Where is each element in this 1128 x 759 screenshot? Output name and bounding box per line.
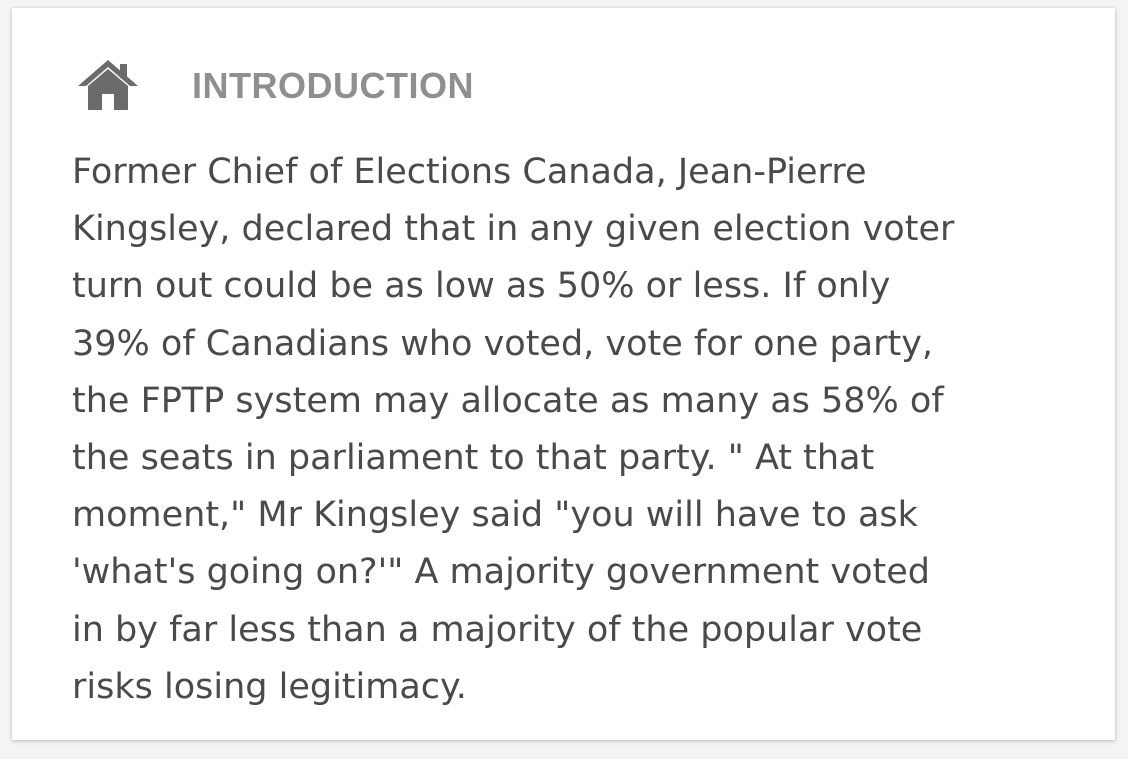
paragraph-line: 39% of Canadians who voted, vote for one… — [72, 323, 934, 364]
paragraph-line: turn out could be as low as 50% or less.… — [72, 266, 891, 307]
paragraph-line: moment," Mr Kingsley said "you will have… — [72, 495, 918, 536]
paragraph-line: the seats in parliament to that party. "… — [72, 438, 875, 479]
paragraph-line: Former Chief of Elections Canada, Jean-P… — [72, 152, 867, 192]
section-header: INTRODUCTION — [76, 54, 474, 114]
section-title: INTRODUCTION — [192, 65, 474, 106]
paragraph-line: the FPTP system may allocate as many as … — [72, 380, 944, 421]
paragraph-line: 'what's going on?'" A majority governmen… — [72, 552, 930, 593]
home-icon[interactable] — [76, 56, 140, 112]
paragraph-line: in by far less than a majority of the po… — [72, 609, 923, 650]
intro-paragraph: Former Chief of Elections Canada, Jean-P… — [72, 144, 1047, 716]
paragraph-line: risks losing legitimacy. — [72, 666, 467, 707]
paragraph-line: Kingsley, declared that in any given ele… — [72, 209, 955, 250]
intro-card: INTRODUCTION Former Chief of Elections C… — [12, 8, 1115, 740]
